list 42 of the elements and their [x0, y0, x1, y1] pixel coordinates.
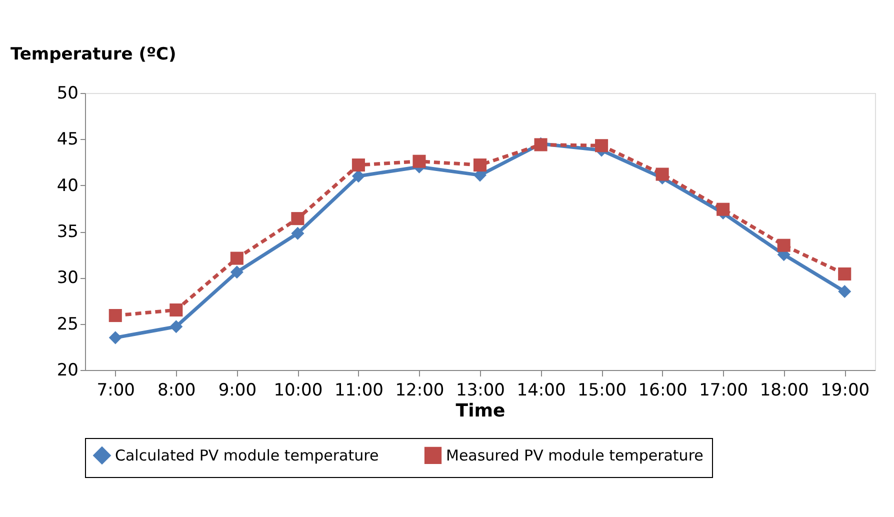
- y-axis-title: Temperature (ºC): [10, 44, 176, 64]
- point: [352, 158, 365, 172]
- legend-label: Measured PV module temperature: [446, 446, 704, 464]
- point: [230, 252, 244, 265]
- x-tick-label: 10:00: [274, 380, 323, 400]
- y-tick-label: 35: [56, 222, 78, 242]
- point: [716, 202, 730, 216]
- y-tick-label: 40: [56, 176, 78, 196]
- point: [838, 285, 852, 298]
- point: [170, 320, 183, 334]
- x-tick-label: 19:00: [820, 380, 870, 400]
- x-tick-label: 15:00: [578, 380, 627, 400]
- x-tick-label: 7:00: [96, 380, 135, 400]
- x-axis-title: Time: [456, 400, 506, 422]
- x-tick-label: 9:00: [218, 380, 257, 400]
- x-tick-label: 11:00: [334, 380, 384, 400]
- x-tick-label: 17:00: [699, 380, 748, 400]
- point: [108, 331, 122, 344]
- point: [595, 139, 608, 152]
- x-tick-label: 14:00: [516, 380, 566, 400]
- point: [473, 158, 487, 172]
- y-tick-label: 45: [56, 130, 78, 150]
- legend-label: Calculated PV module temperature: [115, 446, 379, 464]
- x-tick-label: 12:00: [395, 380, 444, 400]
- y-tick-label: 25: [56, 314, 78, 334]
- y-tick-label: 50: [56, 84, 78, 104]
- point: [838, 267, 852, 280]
- point: [656, 168, 669, 181]
- point: [777, 238, 790, 252]
- y-tick-label: 30: [56, 268, 78, 288]
- point: [352, 170, 365, 183]
- x-tick-label: 8:00: [158, 380, 196, 400]
- point: [291, 226, 304, 240]
- point: [291, 212, 304, 226]
- x-tick-label: 18:00: [760, 380, 809, 400]
- point: [230, 266, 244, 279]
- point: [108, 309, 122, 322]
- point: [170, 303, 183, 316]
- y-tick-label: 20: [56, 360, 78, 380]
- point: [412, 154, 426, 168]
- x-tick-label: 13:00: [456, 380, 505, 400]
- x-tick-label: 16:00: [638, 380, 688, 400]
